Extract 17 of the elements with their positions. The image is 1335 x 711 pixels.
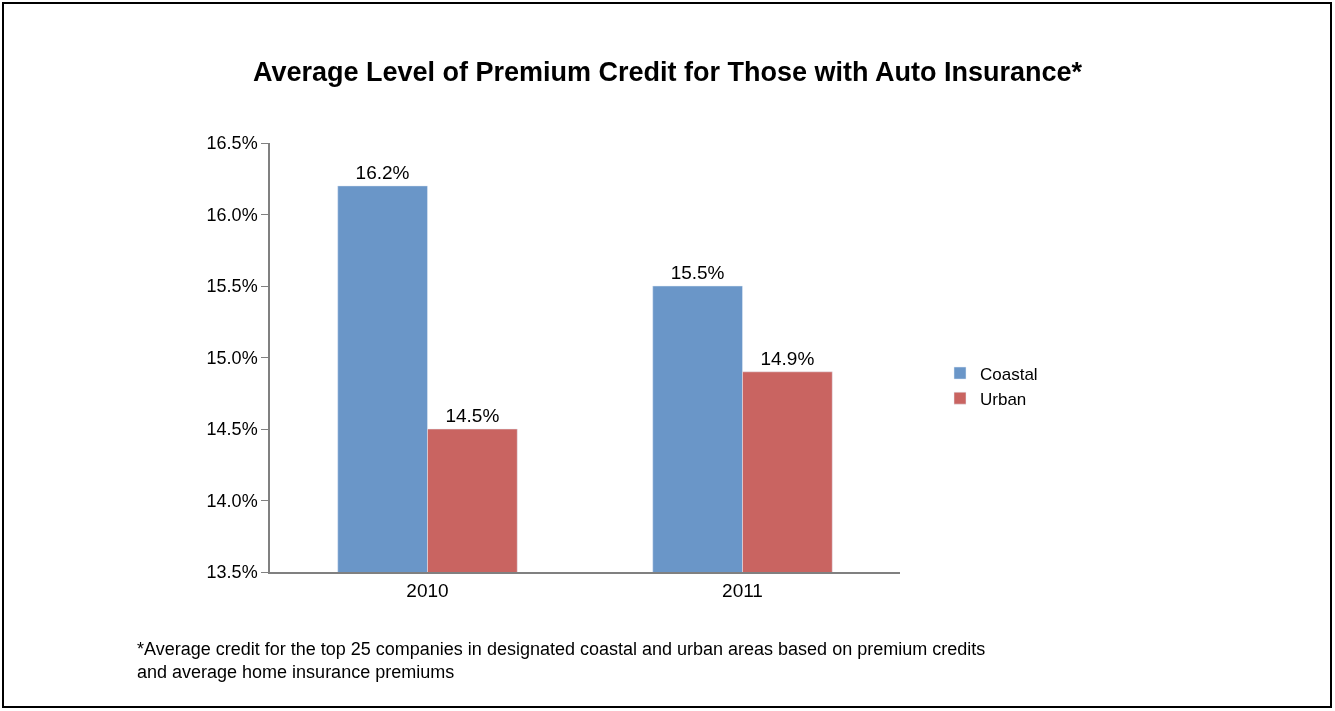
data-label: 14.9% bbox=[760, 347, 815, 369]
y-tick-label: 14.0% bbox=[206, 490, 258, 511]
y-tick-label: 16.0% bbox=[206, 204, 258, 225]
x-tick-label: 2011 bbox=[722, 579, 763, 601]
legend-label: Urban bbox=[980, 389, 1027, 409]
chart-title: Average Level of Premium Credit for Those with Auto Insurance* bbox=[252, 57, 1083, 88]
y-tick-label: 13.5% bbox=[206, 562, 258, 583]
data-label: 15.5% bbox=[670, 262, 725, 283]
y-tick-label: 15.0% bbox=[206, 347, 258, 368]
data-label: 16.2% bbox=[355, 161, 410, 183]
text: *Average credit for the top 25 companies in designated coastal and urban areas based on premium credits and average home insurance premiums bbox=[137, 639, 986, 683]
y-tick-label: 16.5% bbox=[206, 133, 258, 154]
y-tick-label: 14.5% bbox=[206, 419, 258, 440]
data-label: 14.5% bbox=[445, 405, 500, 426]
legend-label: Coastal bbox=[980, 364, 1038, 384]
x-tick-label: 2010 bbox=[406, 579, 449, 601]
y-tick-label: 15.5% bbox=[206, 276, 258, 297]
